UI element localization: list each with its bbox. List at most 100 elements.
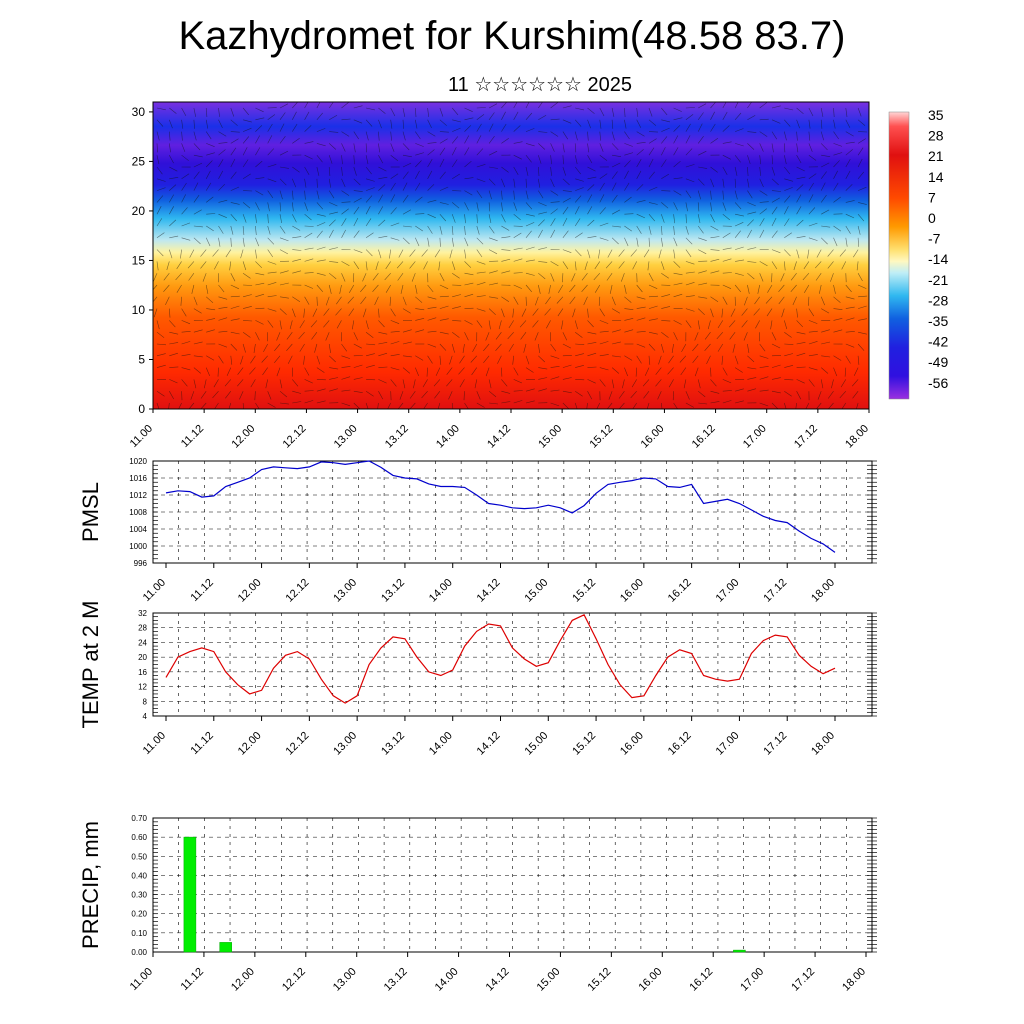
wind-barb bbox=[734, 355, 739, 365]
wind-barb bbox=[548, 284, 551, 294]
wind-barb bbox=[501, 401, 511, 404]
wind-barb bbox=[156, 206, 162, 215]
wind-barb bbox=[156, 143, 158, 153]
wind-barb bbox=[513, 125, 521, 132]
wind-barb bbox=[845, 200, 855, 203]
wind-barb bbox=[820, 194, 827, 203]
wind-barb bbox=[759, 118, 769, 121]
wind-barb bbox=[390, 354, 400, 357]
wind-barb bbox=[833, 284, 836, 294]
wind-barb bbox=[188, 273, 195, 281]
wind-barb bbox=[525, 190, 529, 200]
wind-barb bbox=[833, 107, 835, 118]
wind-barb bbox=[525, 230, 532, 238]
x-tick-label: 12.12 bbox=[284, 730, 312, 758]
wind-barb bbox=[501, 367, 503, 377]
x-tick-label: 16.12 bbox=[666, 577, 694, 605]
wind-barb bbox=[365, 206, 371, 215]
wind-barb bbox=[784, 187, 793, 191]
wind-barb bbox=[316, 128, 326, 132]
wind-barb bbox=[821, 355, 831, 358]
wind-barb bbox=[513, 141, 523, 144]
wind-barb bbox=[316, 367, 325, 373]
wind-barb bbox=[780, 273, 785, 282]
wind-barb bbox=[169, 320, 176, 328]
x-tick-label: 11.12 bbox=[189, 730, 216, 757]
wind-barb bbox=[193, 131, 197, 141]
wind-barb bbox=[464, 320, 473, 325]
wind-barb bbox=[734, 190, 738, 200]
wind-barb bbox=[685, 123, 691, 132]
wind-barb bbox=[599, 194, 605, 203]
wind-barb bbox=[439, 119, 447, 126]
wind-barb bbox=[225, 249, 232, 258]
wind-barb bbox=[697, 225, 704, 234]
wind-barb bbox=[472, 343, 478, 353]
wind-barb bbox=[267, 214, 269, 224]
wind-barb bbox=[415, 308, 425, 311]
wind-barb bbox=[808, 107, 814, 117]
wind-barb bbox=[808, 330, 818, 333]
wind-barb bbox=[572, 308, 576, 318]
wind-barb bbox=[501, 123, 507, 132]
wind-barb bbox=[685, 320, 692, 328]
wind-barb bbox=[556, 296, 564, 304]
heatmap-x-tick-label: 12.00 bbox=[229, 423, 257, 451]
wind-barb bbox=[571, 273, 576, 282]
wind-barb bbox=[618, 391, 625, 399]
y-tick-label: 16 bbox=[138, 668, 147, 677]
x-tick-label: 18.00 bbox=[840, 966, 868, 994]
wind-barb bbox=[304, 178, 307, 188]
wind-barb bbox=[242, 107, 250, 116]
wind-barb bbox=[292, 225, 301, 231]
x-tick-label: 13.12 bbox=[379, 730, 407, 758]
wind-barb bbox=[193, 379, 197, 389]
wind-barb bbox=[250, 379, 256, 388]
wind-barb bbox=[304, 284, 314, 289]
wind-barb bbox=[833, 237, 838, 247]
wind-barb bbox=[415, 329, 425, 333]
wind-barb bbox=[538, 247, 548, 250]
wind-barb bbox=[181, 354, 191, 357]
wind-barb bbox=[636, 142, 646, 144]
wind-barb bbox=[673, 147, 679, 156]
wind-barb bbox=[710, 111, 715, 120]
wind-barb bbox=[538, 355, 546, 363]
wind-barb bbox=[609, 284, 613, 294]
wind-barb bbox=[808, 173, 817, 180]
wind-barb bbox=[833, 131, 839, 140]
wind-barb bbox=[488, 249, 498, 255]
wind-barb bbox=[833, 182, 839, 191]
wind-barb bbox=[402, 355, 412, 358]
wind-barb bbox=[378, 206, 384, 215]
wind-barb bbox=[611, 296, 616, 306]
wind-barb bbox=[698, 166, 708, 169]
wind-barb bbox=[304, 296, 310, 305]
wind-barb bbox=[538, 211, 548, 215]
wind-barb bbox=[771, 230, 778, 238]
wind-barb bbox=[427, 355, 433, 364]
wind-barb bbox=[784, 365, 794, 368]
wind-barb bbox=[242, 343, 246, 353]
wind-barb bbox=[501, 190, 503, 200]
wind-barb bbox=[439, 186, 449, 191]
colorbar-label: 28 bbox=[928, 128, 944, 144]
wind-barb bbox=[464, 237, 469, 247]
wind-barb bbox=[820, 171, 827, 179]
wind-barb bbox=[784, 155, 787, 165]
wind-barb bbox=[365, 131, 369, 141]
wind-barb bbox=[366, 364, 375, 368]
wind-barb bbox=[513, 247, 523, 250]
wind-barb bbox=[230, 295, 240, 298]
wind-barb bbox=[845, 159, 851, 168]
wind-barb bbox=[353, 249, 363, 253]
wind-barb bbox=[202, 273, 207, 282]
wind-barb bbox=[574, 155, 578, 165]
wind-barb bbox=[304, 190, 306, 200]
wind-barb bbox=[378, 342, 388, 345]
wind-barb bbox=[647, 261, 650, 271]
wind-barb bbox=[735, 143, 744, 147]
wind-barb bbox=[156, 390, 165, 397]
wind-barb bbox=[513, 258, 523, 262]
